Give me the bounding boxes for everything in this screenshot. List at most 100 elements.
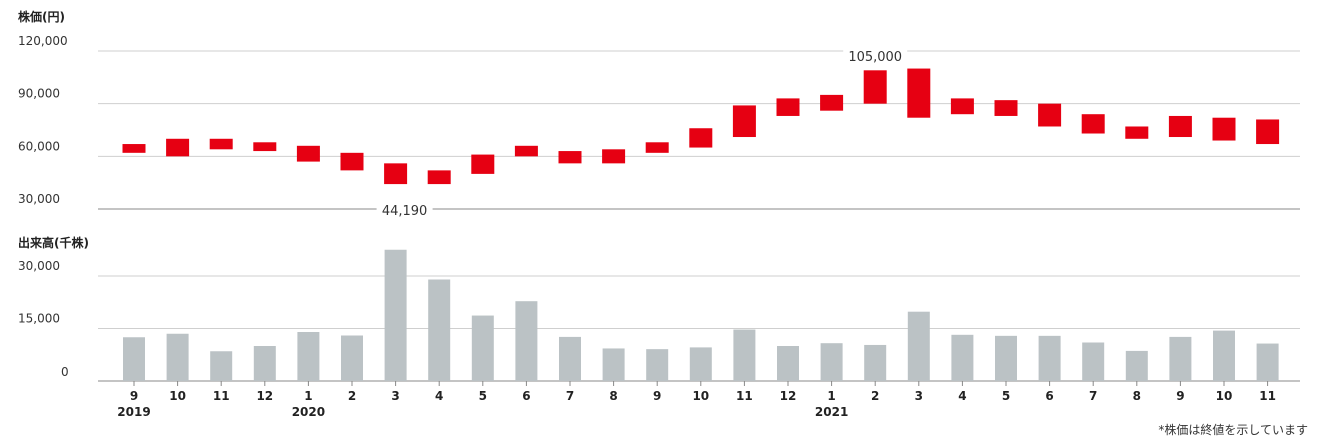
price-candle [602,149,626,164]
x-tick-label: 5 [1002,389,1010,403]
x-tick-label: 9 [130,389,138,403]
volume-bar [123,337,145,381]
x-tick-label: 8 [1133,389,1141,403]
volume-bar [515,301,538,381]
volume-bar [1169,336,1192,381]
price-candle [645,142,669,153]
x-tick-label: 9 [1176,389,1184,403]
volume-bar [210,351,233,381]
price-candle [514,145,538,157]
price-candle [776,98,800,116]
volume-bar [253,346,276,381]
price-gridlines: 120,000 90,000 60,000 30,000 [18,34,1300,210]
price-candle [122,144,146,153]
volume-bar [907,311,930,381]
low-annotation-bg [376,203,433,217]
price-candle [732,105,756,138]
volume-bar [384,249,407,381]
volume-axis-title: 出来高(千株) [18,235,89,250]
volume-bar [1038,335,1061,381]
price-axis-title: 株価(円) [18,9,65,24]
volume-bar [820,343,843,381]
x-tick-label: 4 [958,389,966,403]
x-tick-label: 3 [915,389,923,403]
year-label: 2019 [117,405,150,419]
price-tick-label: 120,000 [18,34,68,48]
price-candles [122,68,1280,185]
price-tick-label: 60,000 [18,139,60,153]
x-tick-label: 11 [1259,389,1276,403]
x-tick-label: 10 [692,389,709,403]
volume-bar [559,336,581,381]
x-tick-label: 8 [609,389,617,403]
price-tick-label: 30,000 [18,192,60,206]
x-tick-label: 12 [256,389,273,403]
year-label: 2021 [815,405,848,419]
x-tick-label: 9 [653,389,661,403]
x-tick-label: 10 [1216,389,1233,403]
volume-tick-label: 30,000 [18,259,60,273]
x-tick-label: 1 [827,389,835,403]
x-tick-label: 6 [522,389,530,403]
price-candle [1038,103,1062,127]
price-candle [209,138,233,150]
price-candle [427,170,451,185]
x-tick-label: 2 [871,389,879,403]
volume-bar [864,344,887,381]
price-candle [950,98,974,115]
high-annotation-bg [843,45,908,65]
high-annotation: 105,000 [848,50,902,65]
x-tick-label: 6 [1045,389,1053,403]
volume-bar [733,329,756,381]
volume-bar [428,279,451,381]
year-label: 2020 [292,405,325,419]
volume-bar [951,334,974,381]
volume-bar [646,349,669,381]
x-tick-label: 11 [736,389,753,403]
x-tick-label: 4 [435,389,443,403]
price-candle [558,151,582,164]
volume-tick-label: 15,000 [18,312,60,326]
price-candle [1256,119,1280,145]
price-annotations: 44,190 105,000 [376,45,908,219]
x-tick-label: 3 [391,389,399,403]
volume-bar [471,315,494,381]
price-candle [689,128,713,148]
price-candle [863,70,887,104]
x-tick-label: 5 [479,389,487,403]
volume-bar [166,333,189,381]
volume-bar [1213,330,1235,381]
price-candle [296,145,320,162]
volume-bar [1125,350,1148,381]
volume-bar [777,346,799,381]
volume-bar [602,348,625,381]
price-candle [1081,114,1105,134]
price-tick-label: 90,000 [18,87,60,101]
volume-tick-label: 0 [61,365,69,379]
volume-bar [341,335,363,381]
volume-bar [1082,342,1105,381]
x-tick-label: 12 [780,389,797,403]
price-candle [1212,117,1236,141]
x-tick-label: 7 [566,389,574,403]
volume-bar [689,347,712,381]
price-candle [994,100,1018,116]
volume-bar [995,335,1017,381]
x-tick-label: 10 [169,389,186,403]
price-candle [253,142,277,152]
volume-bar [297,332,320,381]
volume-bars [123,249,1279,381]
price-candle [907,68,931,118]
price-candle [384,163,408,185]
x-tick-label: 7 [1089,389,1097,403]
price-candle [1168,115,1192,138]
price-candle [471,154,495,174]
price-candle [1125,126,1149,139]
price-candle [340,152,364,171]
price-candle [820,94,844,111]
x-tick-label: 2 [348,389,356,403]
x-tick-label: 1 [304,389,312,403]
price-candle [166,138,190,157]
